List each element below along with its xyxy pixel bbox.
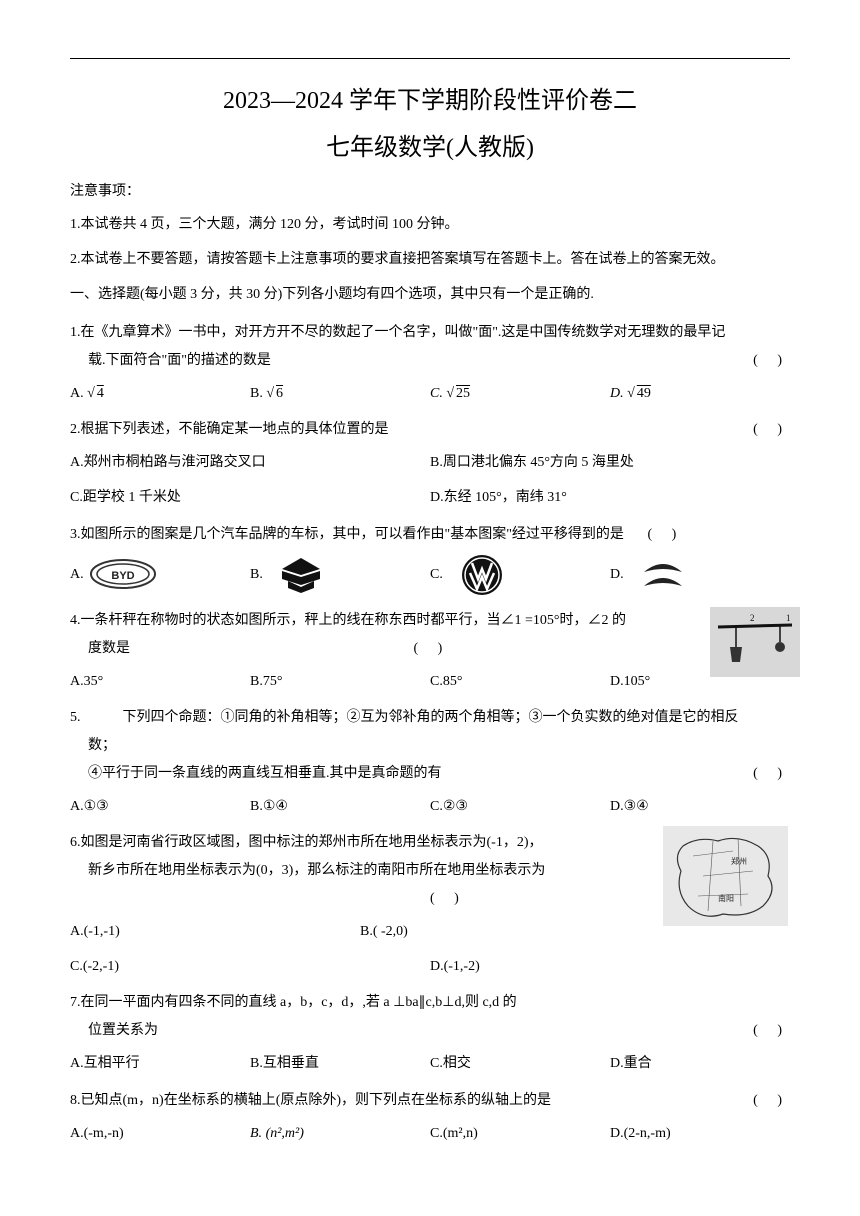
byd-logo-icon: BYD	[88, 555, 158, 595]
question-6: 6.如图是河南省行政区域图，图中标注的郑州市所在地用坐标表示为(-1，2)， 新…	[70, 829, 790, 913]
q5-opt-c: C.②③	[430, 794, 610, 819]
q5-text-line1: 5. 下列四个命题：①同角的补角相等；②互为邻补角的两个角相等；③一个负实数的绝…	[70, 710, 739, 725]
q3-opt-a: A. BYD	[70, 555, 250, 595]
q4-opt-a: A.35°	[70, 669, 250, 694]
q6-opt-d: D.(-1,-2)	[430, 954, 790, 979]
q7-opt-c: C.相交	[430, 1051, 610, 1076]
q8-opt-c: C.(m²,n)	[430, 1121, 610, 1146]
q3-opt-b: B.	[250, 555, 430, 595]
q6-opt-b: B.( -2,0)	[360, 919, 650, 944]
q5-text-line3: ④平行于同一条直线的两直线互相垂直.其中是真命题的有	[70, 766, 442, 781]
q3-paren: ( )	[647, 521, 684, 549]
question-7: 7.在同一平面内有四条不同的直线 a，b，c，d，,若 a ⊥ba∥c,b⊥d,…	[70, 989, 790, 1045]
notice-item-1: 1.本试卷共 4 页，三个大题，满分 120 分，考试时间 100 分钟。	[70, 214, 790, 235]
vw-logo-icon	[447, 555, 517, 595]
q3-opt-d: D.	[610, 555, 790, 595]
q2-options-row2: C.距学校 1 千米处 D.东经 105°，南纬 31°	[70, 485, 790, 510]
q8-opt-b: B. (n²,m²)	[250, 1121, 430, 1146]
title-sub: 七年级数学(人教版)	[70, 127, 790, 162]
question-8: 8.已知点(m，n)在坐标系的横轴上(原点除外)，则下列点在坐标系的纵轴上的是 …	[70, 1087, 790, 1115]
q7-text-line1: 7.在同一平面内有四条不同的直线 a，b，c，d，,若 a ⊥ba∥c,b⊥d,…	[70, 995, 517, 1010]
q2-opt-c: C.距学校 1 千米处	[70, 485, 430, 510]
citroen-logo-icon	[628, 555, 698, 595]
question-6-wrap: 郑州 南阳 6.如图是河南省行政区域图，图中标注的郑州市所在地用坐标表示为(-1…	[70, 829, 790, 944]
question-5: 5. 下列四个命题：①同角的补角相等；②互为邻补角的两个角相等；③一个负实数的绝…	[70, 704, 790, 788]
q4-opt-b: B.75°	[250, 669, 430, 694]
q1-paren: ( )	[753, 347, 790, 375]
q1-opt-d: D. 49	[610, 381, 790, 406]
question-4: 4.一条杆秤在称物时的状态如图所示，秤上的线在称东西时都平行，当∠1 =105°…	[70, 607, 790, 663]
q7-options: A.互相平行 B.互相垂直 C.相交 D.重合	[70, 1051, 790, 1076]
q3-opt-c: C.	[430, 555, 610, 595]
q5-text-line2: 数；	[70, 738, 116, 753]
q4-options: A.35° B.75° C.85° D.105°	[70, 669, 790, 694]
q6-options-row2: C.(-2,-1) D.(-1,-2)	[70, 954, 790, 979]
title-main: 2023—2024 学年下学期阶段性评价卷二	[70, 80, 790, 115]
q6-text-line2: 新乡市所在地用坐标表示为(0，3)，那么标注的南阳市所在地用坐标表示为	[70, 863, 545, 878]
q4-opt-c: C.85°	[430, 669, 610, 694]
q1-text-line2: 载.下面符合"面"的描述的数是	[70, 353, 271, 368]
q1-options: A. 4 B. 6 C. 25 D. 49	[70, 381, 790, 406]
q3-text: 3.如图所示的图案是几个汽车品牌的车标，其中，可以看作由"基本图案"经过平移得到…	[70, 527, 624, 542]
q8-opt-a: A.(-m,-n)	[70, 1121, 250, 1146]
q7-text-line2: 位置关系为	[70, 1023, 158, 1038]
q7-paren: ( )	[753, 1017, 790, 1045]
q5-paren: ( )	[753, 760, 790, 788]
notice-item-2: 2.本试卷上不要答题，请按答题卡上注意事项的要求直接把答案填写在答题卡上。答在试…	[70, 249, 790, 270]
q2-options-row1: A.郑州市桐柏路与淮河路交叉口 B.周口港北偏东 45°方向 5 海里处	[70, 450, 790, 475]
question-1: 1.在《九章算术》一书中，对开方开不尽的数起了一个名字，叫做"面".这是中国传统…	[70, 319, 790, 375]
q4-text-line1: 4.一条杆秤在称物时的状态如图所示，秤上的线在称东西时都平行，当∠1 =105°…	[70, 613, 626, 628]
q3-logos: A. BYD B. C.	[70, 555, 790, 595]
q7-opt-d: D.重合	[610, 1051, 790, 1076]
q1-opt-b: B. 6	[250, 381, 430, 406]
q2-opt-a: A.郑州市桐柏路与淮河路交叉口	[70, 450, 430, 475]
notice-header: 注意事项：	[70, 180, 790, 200]
question-3: 3.如图所示的图案是几个汽车品牌的车标，其中，可以看作由"基本图案"经过平移得到…	[70, 521, 790, 549]
q5-opt-b: B.①④	[250, 794, 430, 819]
q1-text-line1: 1.在《九章算术》一书中，对开方开不尽的数起了一个名字，叫做"面".这是中国传统…	[70, 325, 725, 340]
wuling-logo-icon	[267, 555, 337, 595]
q2-opt-d: D.东经 105°，南纬 31°	[430, 485, 790, 510]
q8-options: A.(-m,-n) B. (n²,m²) C.(m²,n) D.(2-n,-m)	[70, 1121, 790, 1146]
q5-opt-d: D.③④	[610, 794, 790, 819]
section-1-header: 一、选择题(每小题 3 分，共 30 分)下列各小题均有四个选项，其中只有一个是…	[70, 284, 790, 305]
q5-opt-a: A.①③	[70, 794, 250, 819]
q8-paren: ( )	[753, 1087, 790, 1115]
q8-text: 8.已知点(m，n)在坐标系的横轴上(原点除外)，则下列点在坐标系的纵轴上的是	[70, 1093, 551, 1108]
q6-text-line1: 6.如图是河南省行政区域图，图中标注的郑州市所在地用坐标表示为(-1，2)，	[70, 835, 543, 850]
q4-text-line2: 度数是	[70, 641, 130, 656]
q7-opt-b: B.互相垂直	[250, 1051, 430, 1076]
q2-opt-b: B.周口港北偏东 45°方向 5 海里处	[430, 450, 790, 475]
question-2: 2.根据下列表述，不能确定某一地点的具体位置的是 ( )	[70, 416, 790, 444]
svg-text:BYD: BYD	[111, 570, 134, 582]
q2-text: 2.根据下列表述，不能确定某一地点的具体位置的是	[70, 422, 389, 437]
q6-opt-a: A.(-1,-1)	[70, 919, 360, 944]
q1-opt-a: A. 4	[70, 381, 250, 406]
question-4-wrap: 2 1 4.一条杆秤在称物时的状态如图所示，秤上的线在称东西时都平行，当∠1 =…	[70, 607, 790, 663]
q7-opt-a: A.互相平行	[70, 1051, 250, 1076]
q6-paren: ( )	[430, 885, 467, 913]
q8-opt-d: D.(2-n,-m)	[610, 1121, 790, 1146]
q4-paren: ( )	[414, 635, 451, 663]
q2-paren: ( )	[753, 416, 790, 444]
top-divider	[70, 58, 790, 59]
q6-opt-c: C.(-2,-1)	[70, 954, 430, 979]
q1-opt-c: C. 25	[430, 381, 610, 406]
q5-options: A.①③ B.①④ C.②③ D.③④	[70, 794, 790, 819]
